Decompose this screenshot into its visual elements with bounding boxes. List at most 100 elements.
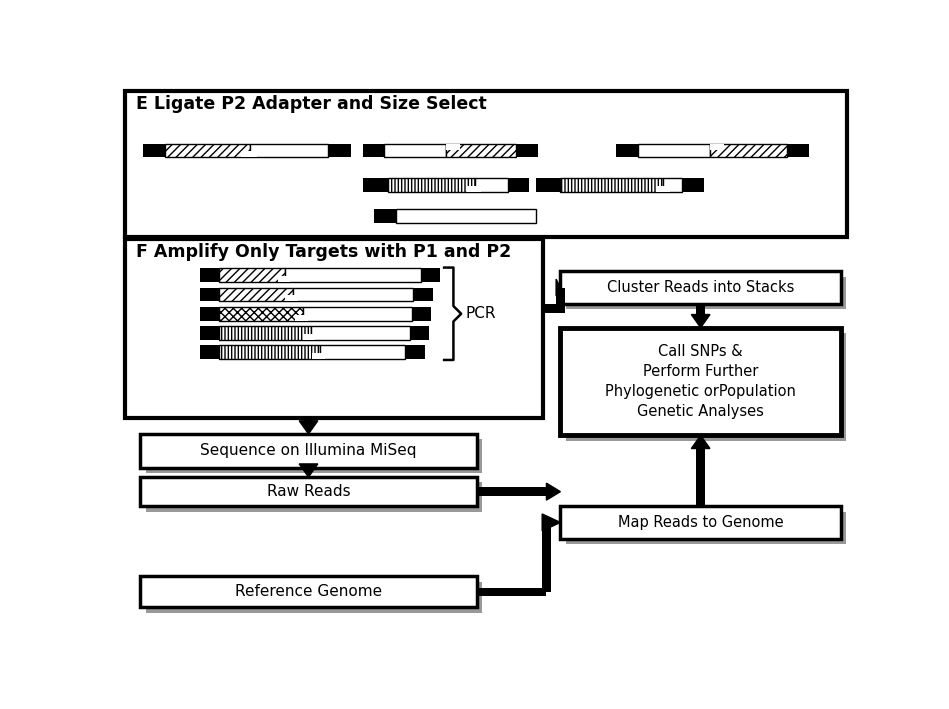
Bar (446, 144, 460, 150)
Bar (788, 144, 809, 157)
Bar (384, 144, 446, 157)
Bar (663, 178, 682, 192)
Bar (125, 239, 544, 418)
Bar (616, 144, 638, 157)
Bar (697, 449, 705, 506)
Bar (410, 326, 429, 340)
Bar (413, 288, 433, 301)
Bar (327, 144, 351, 157)
Text: Cluster Reads into Stacks: Cluster Reads into Stacks (607, 280, 794, 295)
Bar (305, 418, 313, 421)
Bar (476, 588, 547, 596)
Bar (467, 186, 481, 192)
Polygon shape (299, 421, 318, 434)
Bar (535, 178, 560, 192)
Bar (286, 268, 420, 282)
Bar (303, 334, 315, 340)
Bar (508, 178, 530, 192)
Polygon shape (299, 464, 318, 477)
Bar (387, 178, 475, 192)
Polygon shape (692, 315, 710, 328)
Bar (146, 440, 482, 473)
Bar (219, 345, 320, 359)
Bar (219, 268, 286, 282)
Bar (312, 353, 325, 359)
Bar (363, 178, 387, 192)
Bar (405, 345, 425, 359)
Bar (146, 482, 482, 512)
Bar (516, 144, 538, 157)
Bar (286, 268, 420, 282)
Bar (200, 345, 219, 359)
Bar (396, 209, 535, 223)
Bar (560, 506, 841, 539)
Bar (396, 209, 535, 223)
Bar (140, 576, 476, 607)
Text: E Ligate P2 Adapter and Size Select: E Ligate P2 Adapter and Size Select (137, 95, 487, 113)
Bar (475, 178, 508, 192)
Bar (363, 144, 384, 157)
Bar (710, 144, 788, 157)
Bar (165, 144, 251, 157)
Bar (143, 144, 165, 157)
Bar (251, 144, 327, 157)
Text: PCR: PCR (466, 306, 496, 321)
Bar (140, 434, 476, 468)
Bar (475, 178, 508, 192)
Bar (146, 581, 482, 613)
Bar (663, 178, 682, 192)
Bar (384, 144, 446, 157)
Bar (200, 307, 219, 320)
Bar (638, 144, 710, 157)
Bar (311, 326, 410, 340)
Bar (544, 304, 560, 313)
Text: Sequence on Illumina MiSeq: Sequence on Illumina MiSeq (200, 443, 417, 458)
Bar (286, 296, 298, 301)
Bar (320, 345, 405, 359)
Bar (219, 326, 311, 340)
Bar (560, 328, 841, 435)
Bar (251, 144, 327, 157)
Bar (374, 209, 396, 223)
Polygon shape (556, 279, 560, 296)
Text: Raw Reads: Raw Reads (267, 484, 350, 499)
Bar (476, 487, 547, 496)
Bar (293, 288, 413, 301)
Bar (682, 178, 704, 192)
Bar (303, 307, 412, 320)
Polygon shape (547, 483, 560, 500)
Bar (566, 512, 847, 544)
Bar (200, 288, 219, 301)
Bar (277, 276, 289, 282)
Bar (293, 288, 413, 301)
Bar (303, 307, 412, 320)
Bar (200, 268, 219, 282)
Bar (542, 523, 550, 592)
Bar (125, 91, 847, 237)
Bar (412, 307, 431, 320)
Bar (697, 303, 705, 315)
Bar (556, 288, 565, 313)
Bar (219, 307, 303, 320)
Text: Map Reads to Genome: Map Reads to Genome (618, 515, 784, 530)
Bar (200, 326, 219, 340)
Text: Reference Genome: Reference Genome (235, 584, 382, 599)
Bar (446, 144, 516, 157)
Text: F Amplify Only Targets with P1 and P2: F Amplify Only Targets with P1 and P2 (137, 243, 512, 261)
Bar (219, 288, 293, 301)
Bar (320, 345, 405, 359)
Bar (710, 144, 724, 150)
Bar (638, 144, 710, 157)
Polygon shape (542, 514, 560, 531)
Bar (311, 326, 410, 340)
Bar (241, 151, 256, 157)
Bar (656, 186, 670, 192)
Bar (560, 272, 841, 303)
Polygon shape (692, 435, 710, 449)
Bar (140, 477, 476, 506)
Bar (566, 277, 847, 309)
Bar (295, 315, 307, 320)
Bar (566, 333, 847, 441)
Text: Call SNPs &
Perform Further
Phylogenetic orPopulation
Genetic Analyses: Call SNPs & Perform Further Phylogenetic… (605, 345, 796, 419)
Bar (305, 464, 313, 468)
